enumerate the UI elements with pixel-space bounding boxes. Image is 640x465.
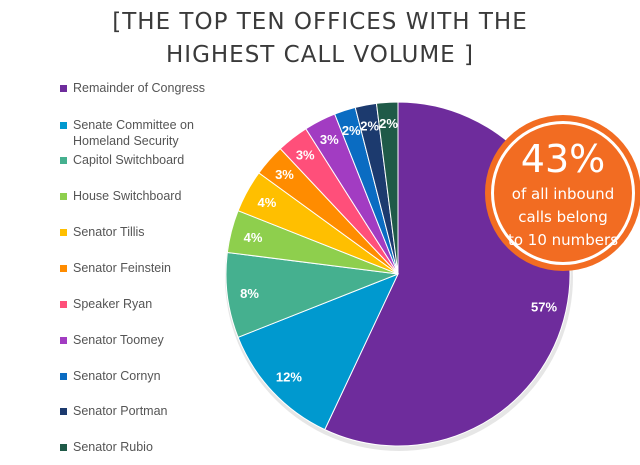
legend-item: Senator Feinstein	[60, 260, 240, 276]
callout-line-1: of all inbound	[511, 185, 615, 203]
callout-line-3: to 10 numbers	[507, 231, 619, 249]
legend-swatch	[60, 301, 67, 308]
legend-label: Senator Portman	[73, 404, 168, 418]
legend-item: Remainder of Congress	[60, 80, 240, 96]
legend-label: Senator Tillis	[73, 225, 145, 239]
legend-label: Speaker Ryan	[73, 297, 153, 311]
legend-swatch	[60, 265, 67, 272]
slice-label: 8%	[240, 286, 259, 301]
legend-item: Senator Toomey	[60, 332, 240, 348]
legend-swatch	[60, 85, 67, 92]
legend-label: House Switchboard	[73, 189, 182, 203]
pie-slice	[375, 101, 399, 275]
legend-item: Senator Portman	[60, 403, 240, 419]
legend-label: Remainder of Congress	[73, 81, 206, 95]
slice-label: 12%	[276, 369, 302, 384]
legend-swatch	[60, 444, 67, 451]
slice-label: 2%	[342, 123, 361, 138]
pie-slice	[237, 273, 399, 431]
legend-swatch	[60, 373, 67, 380]
callout-percent: 43%	[520, 137, 606, 181]
legend-swatch	[60, 337, 67, 344]
legend-swatch	[60, 229, 67, 236]
callout-ring	[491, 121, 635, 265]
legend-swatch	[60, 408, 67, 415]
chart-title: [THE TOP TEN OFFICES WITH THE HIGHEST CA…	[0, 6, 640, 72]
slice-label: 3%	[296, 147, 315, 162]
legend-item: Speaker Ryan	[60, 296, 240, 312]
legend-label: Senator Rubio	[73, 440, 153, 454]
legend-swatch	[60, 193, 67, 200]
legend-label: Senator Cornyn	[73, 369, 161, 383]
legend-item: Capitol Switchboard	[60, 152, 240, 168]
slice-label: 3%	[275, 167, 294, 182]
title-line-1: [THE TOP TEN OFFICES WITH THE	[112, 9, 528, 35]
legend-label: Capitol Switchboard	[73, 153, 185, 167]
legend-item: House Switchboard	[60, 188, 240, 204]
slice-label: 4%	[257, 195, 276, 210]
slice-label: 3%	[320, 132, 339, 147]
title-line-2: HIGHEST CALL VOLUME ]	[165, 42, 475, 68]
legend-item: Senate Committee on Homeland Security	[60, 117, 240, 149]
legend-label: Senator Toomey	[73, 333, 164, 347]
callout-line-2: calls belong	[518, 208, 608, 226]
legend-label: Senator Feinstein	[73, 261, 171, 275]
legend-item: Senator Rubio	[60, 439, 240, 455]
slice-label: 57%	[531, 300, 557, 315]
legend-swatch	[60, 122, 67, 129]
legend-label: Senate Committee on Homeland Security	[73, 118, 194, 148]
slice-label: 2%	[379, 116, 398, 131]
legend-item: Senator Cornyn	[60, 368, 240, 384]
slice-label: 4%	[244, 230, 263, 245]
slice-label: 2%	[360, 118, 379, 133]
callout-badge: 43% of all inbound calls belong to 10 nu…	[485, 115, 640, 271]
legend-swatch	[60, 157, 67, 164]
legend-item: Senator Tillis	[60, 224, 240, 240]
